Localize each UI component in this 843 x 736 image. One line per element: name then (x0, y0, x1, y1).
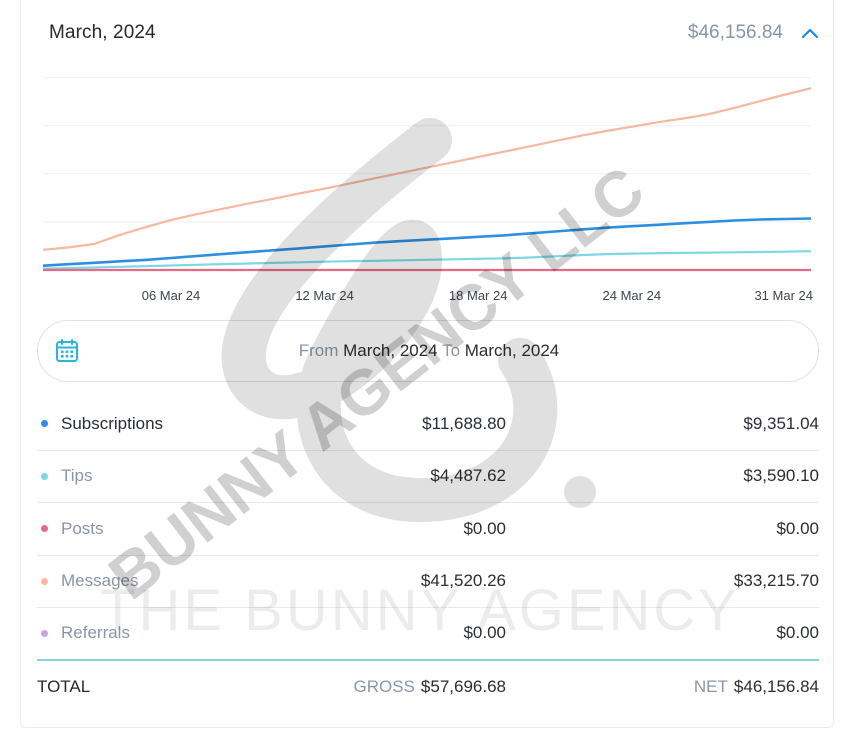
header-right: $46,156.84 (688, 22, 821, 44)
row-messages[interactable]: Messages $41,520.26 $33,215.70 (37, 556, 819, 608)
row-label: Tips (61, 466, 93, 486)
row-posts[interactable]: Posts $0.00 $0.00 (37, 503, 819, 556)
x-tick-label-0: 06 Mar 24 (142, 288, 201, 303)
date-range-picker[interactable]: From March, 2024 To March, 2024 (37, 320, 819, 382)
earnings-card: March, 2024 $46,156.84 06 Mar 24 12 Mar 2… (20, 0, 834, 728)
total-gross: GROSS $57,696.68 (354, 677, 507, 697)
x-tick-label-2: 18 Mar 24 (449, 288, 508, 303)
row-net: $0.00 (776, 623, 819, 643)
row-gross: $0.00 (463, 518, 506, 538)
tips-dot (41, 472, 48, 480)
net-label: NET (693, 677, 728, 696)
row-label: Messages (61, 571, 139, 591)
totals-row: TOTAL GROSS $57,696.68 NET $46,156.84 (37, 664, 819, 710)
total-label: TOTAL (37, 677, 91, 696)
row-gross: $41,520.26 (420, 571, 506, 591)
net-value: $46,156.84 (733, 677, 819, 696)
row-label: Posts (61, 518, 104, 538)
gross-value: $57,696.68 (420, 677, 506, 696)
earnings-chart: 06 Mar 24 12 Mar 24 18 Mar 24 24 Mar 24 31 M… (43, 62, 823, 312)
from-value: March, 2024 (343, 341, 438, 360)
row-gross: $4,487.62 (430, 466, 506, 486)
row-gross: $0.00 (463, 623, 506, 643)
header-total: $46,156.84 (687, 22, 783, 43)
series-line-messages (43, 87, 812, 251)
row-net: $33,215.70 (733, 571, 819, 591)
total-net: NET $46,156.84 (694, 677, 819, 697)
to-label: To (442, 341, 461, 360)
card-header[interactable]: March, 2024 $46,156.84 (49, 18, 821, 48)
row-subscriptions[interactable]: Subscriptions $11,688.80 $9,351.04 (37, 398, 819, 451)
row-label: Referrals (61, 623, 130, 643)
row-net: $9,351.04 (743, 413, 819, 433)
row-net: $3,590.10 (743, 466, 819, 486)
month-title: March, 2024 (49, 22, 156, 43)
row-tips[interactable]: Tips $4,487.62 $3,590.10 (37, 451, 819, 503)
earnings-breakdown-list: Subscriptions $11,688.80 $9,351.04 Tips … (37, 398, 819, 661)
row-gross: $11,688.80 (422, 413, 506, 433)
gross-label: GROSS (353, 677, 415, 696)
earnings-line-chart: 06 Mar 24 12 Mar 24 18 Mar 24 24 Mar 24 31 M… (43, 77, 813, 303)
referrals-dot (41, 629, 48, 637)
calendar-icon (54, 338, 80, 364)
x-tick-label-4: 31 Mar 24 (754, 288, 813, 303)
x-tick-label-3: 24 Mar 24 (603, 288, 662, 303)
subscriptions-dot (41, 420, 48, 428)
date-range-text: From March, 2024 To March, 2024 (38, 341, 818, 361)
row-net: $0.00 (776, 518, 819, 538)
posts-dot (41, 525, 48, 533)
row-label: Subscriptions (61, 413, 164, 433)
messages-dot (41, 577, 48, 585)
x-tick-label-1: 12 Mar 24 (295, 288, 354, 303)
series-line-subscriptions (43, 217, 812, 267)
chevron-up-icon[interactable] (799, 22, 821, 44)
row-referrals[interactable]: Referrals $0.00 $0.00 (37, 608, 819, 661)
series-line-tips (43, 250, 812, 270)
from-label: From (298, 341, 339, 360)
to-value: March, 2024 (464, 341, 560, 360)
